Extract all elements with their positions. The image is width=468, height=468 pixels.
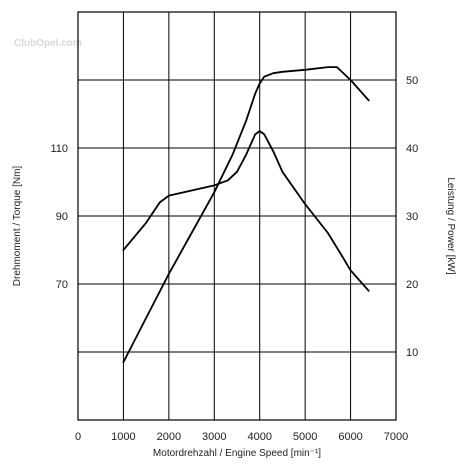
left-y-tick-label: 110	[50, 143, 68, 155]
power-curve	[122, 66, 370, 364]
tick-labels: 0 1000 2000 3000 4000 5000 6000 7000 70 90 110 10 20…	[50, 75, 418, 443]
x-tick-label: 0	[75, 431, 81, 443]
left-y-tick-label: 90	[56, 211, 68, 223]
left-y-tick-label: 70	[56, 279, 68, 291]
right-y-tick-label: 20	[406, 279, 418, 291]
x-tick-label: 2000	[157, 431, 181, 443]
right-axis-title: Leistung / Power [kW]	[445, 177, 456, 274]
right-y-tick-label: 40	[406, 143, 418, 155]
plot-frame	[77, 11, 397, 421]
x-tick-label: 4000	[247, 431, 271, 443]
x-tick-label: 5000	[293, 431, 317, 443]
left-axis-title: Drehmoment / Torque [Nm]	[12, 166, 23, 287]
torque-curve	[122, 130, 370, 292]
watermark-text: ClubOpel.com	[14, 38, 82, 49]
x-tick-label: 7000	[384, 431, 408, 443]
right-y-tick-label: 50	[406, 75, 418, 87]
x-tick-label: 1000	[111, 431, 135, 443]
right-y-tick-label: 30	[406, 211, 418, 223]
x-axis-title: Motordrehzahl / Engine Speed [min⁻¹]	[153, 448, 321, 459]
x-tick-label: 3000	[202, 431, 226, 443]
right-y-tick-label: 10	[406, 347, 418, 359]
x-tick-label: 6000	[338, 431, 362, 443]
series-layer	[122, 66, 370, 364]
